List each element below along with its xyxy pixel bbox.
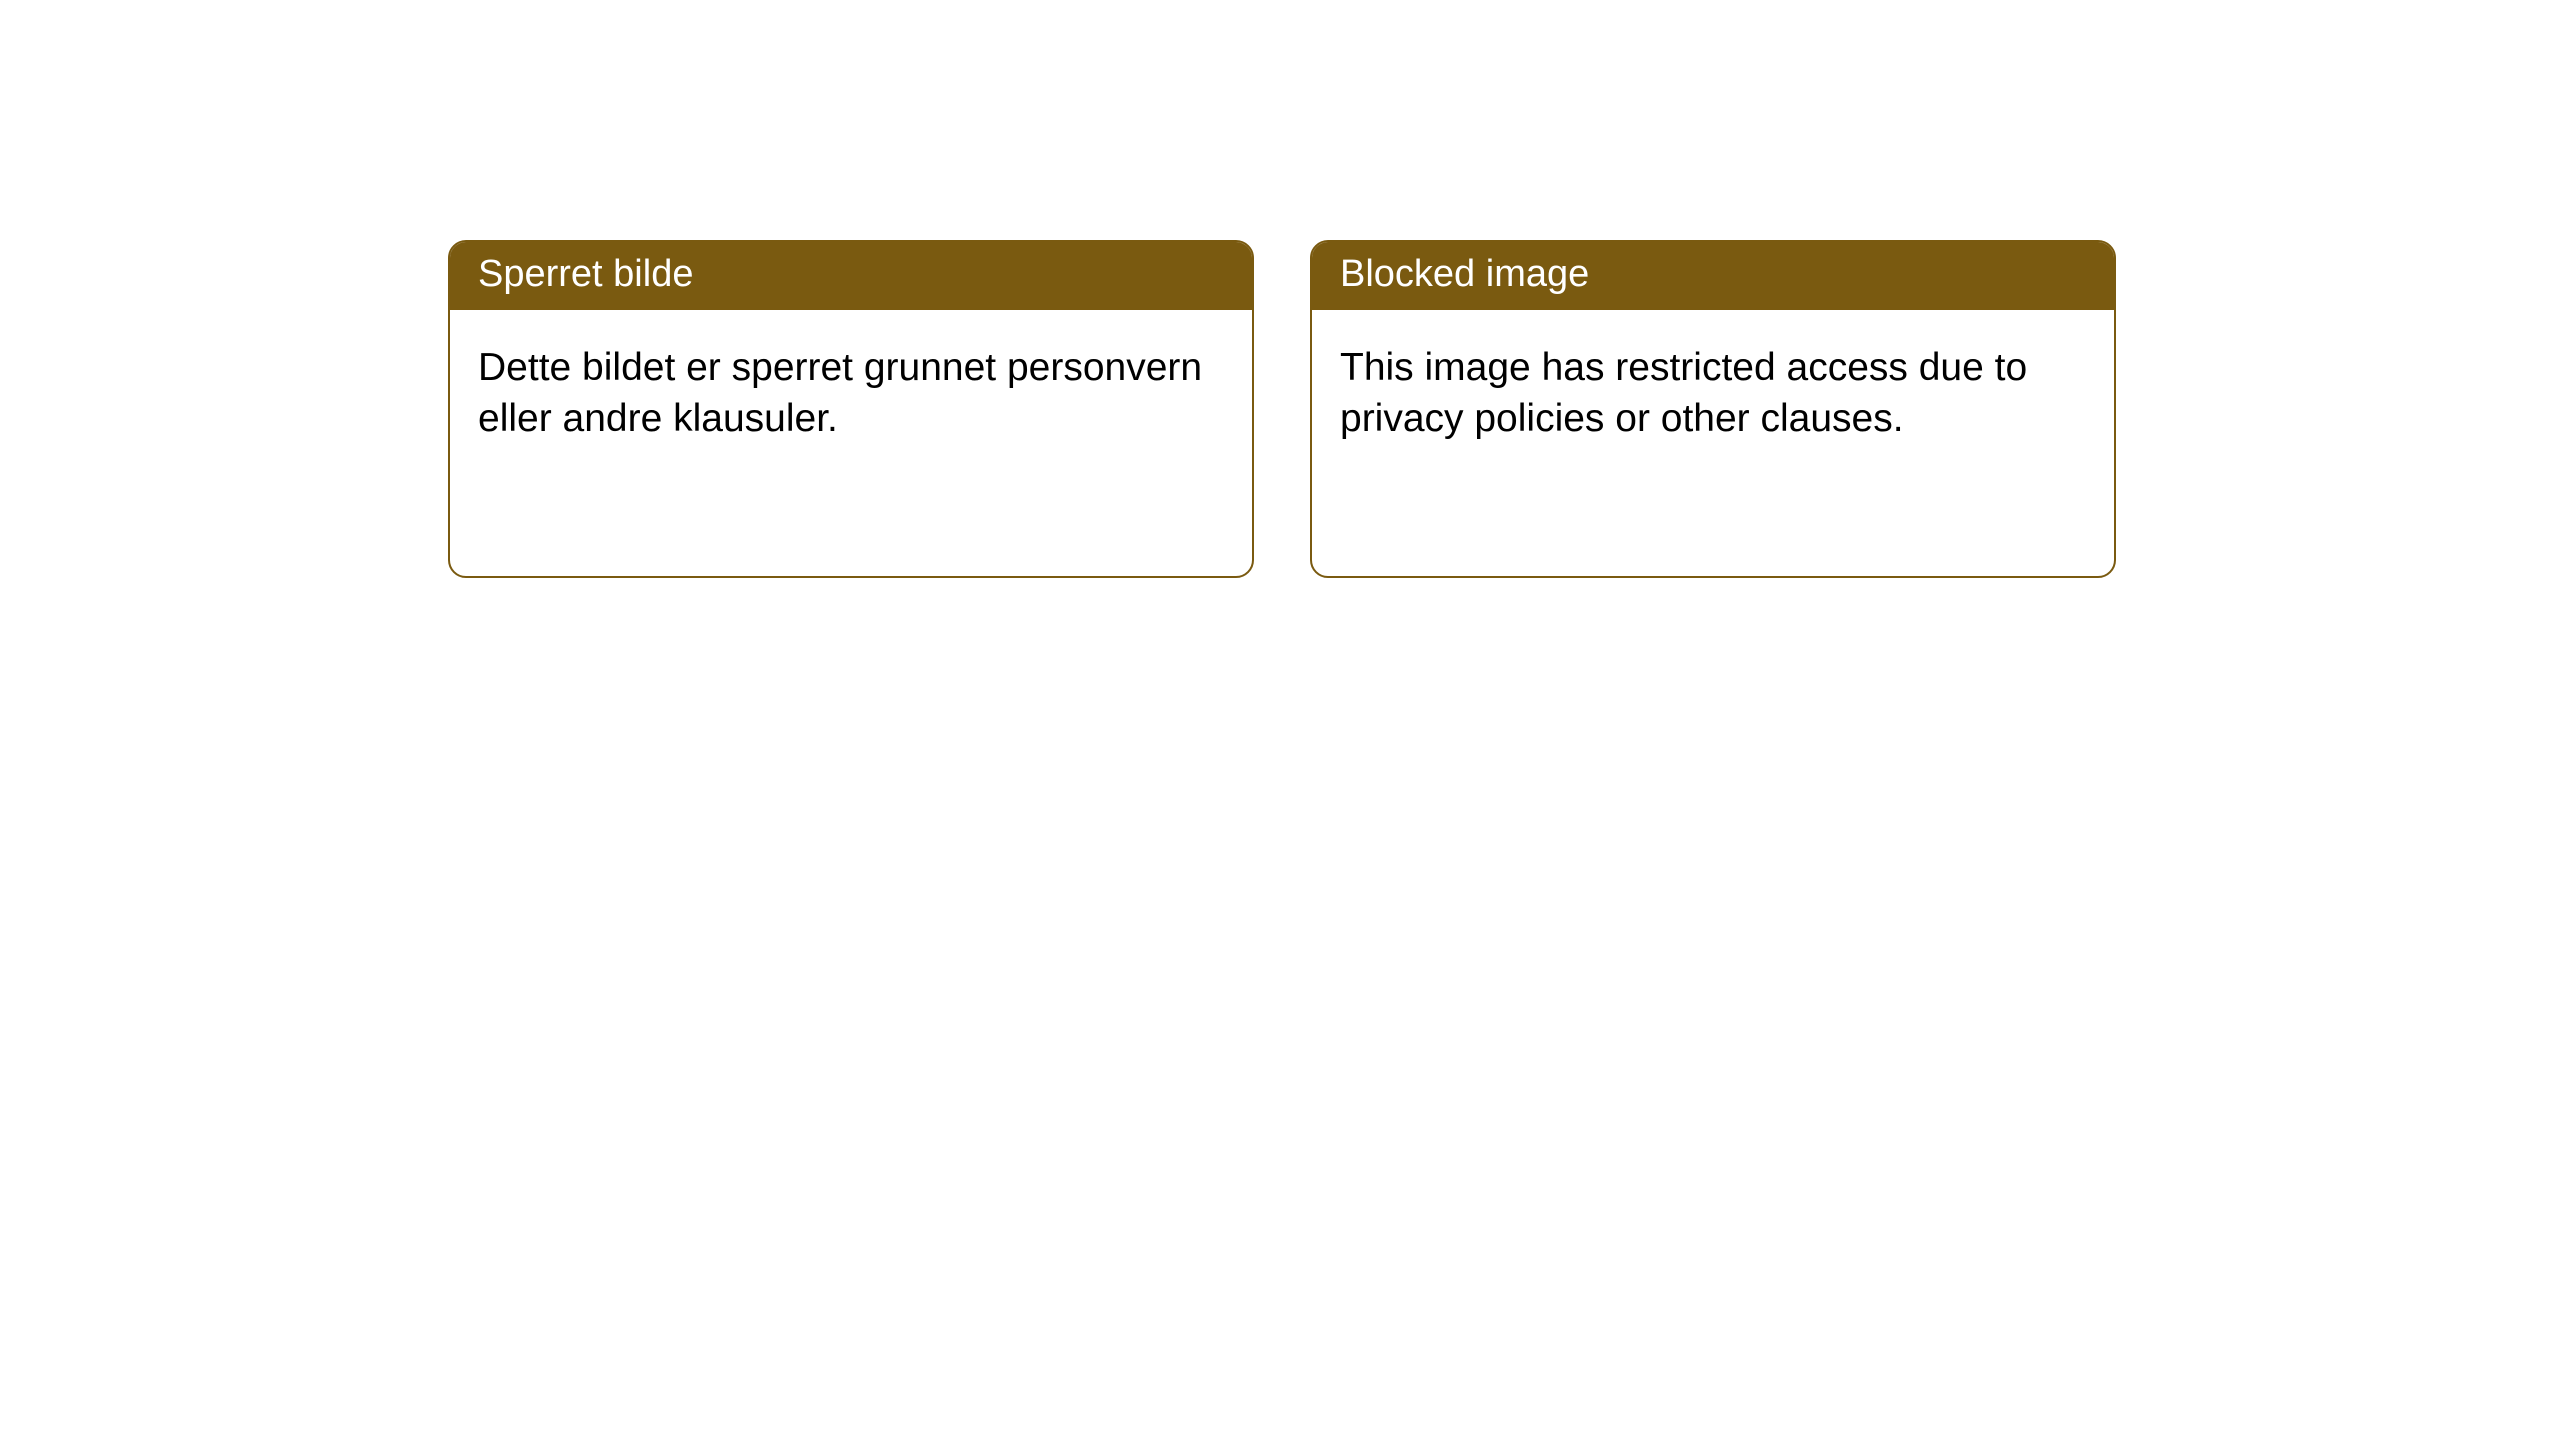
notice-container: Sperret bilde Dette bildet er sperret gr… [0,0,2560,578]
notice-title-norwegian: Sperret bilde [450,242,1252,310]
notice-title-english: Blocked image [1312,242,2114,310]
notice-message-english: This image has restricted access due to … [1312,310,2114,477]
notice-card-english: Blocked image This image has restricted … [1310,240,2116,578]
notice-message-norwegian: Dette bildet er sperret grunnet personve… [450,310,1252,477]
notice-card-norwegian: Sperret bilde Dette bildet er sperret gr… [448,240,1254,578]
